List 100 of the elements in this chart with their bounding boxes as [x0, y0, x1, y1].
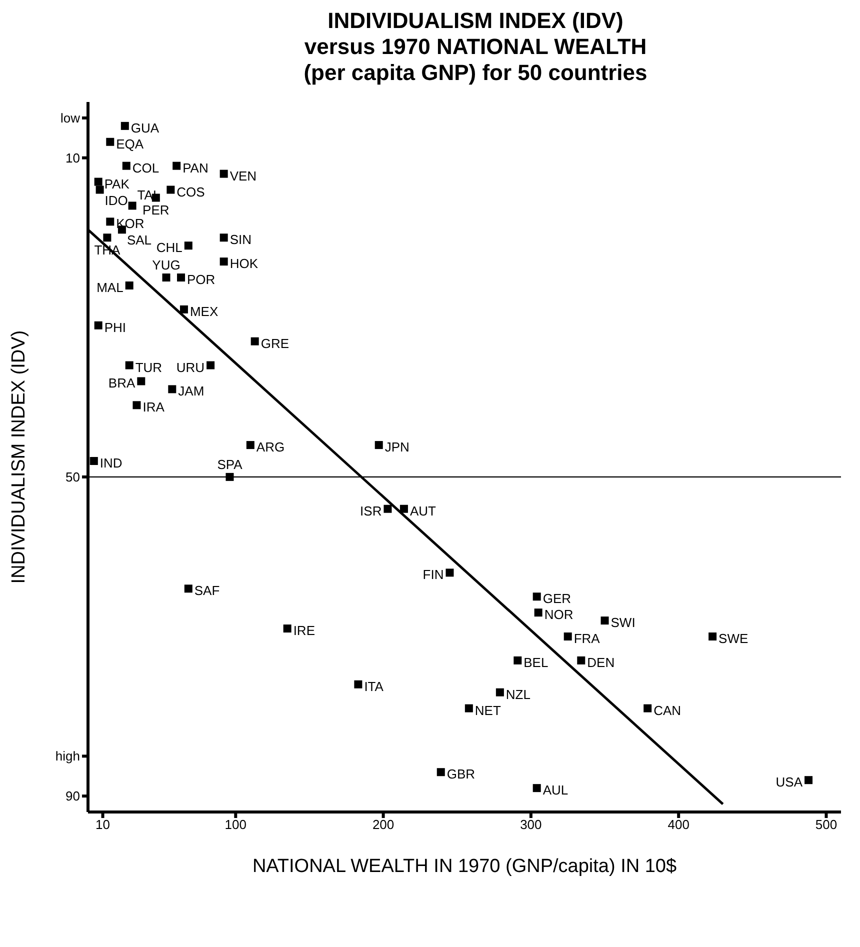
series-label: DEN: [587, 654, 615, 670]
series-label: JPN: [384, 440, 410, 455]
point: [220, 234, 228, 242]
point: [184, 242, 192, 250]
point: [246, 441, 254, 450]
point: [90, 456, 98, 465]
series-label: FIN: [422, 567, 444, 582]
series-label: AUT: [410, 503, 436, 518]
series-label: GER: [542, 591, 572, 606]
series-label: PAN: [182, 160, 208, 176]
point: [436, 768, 445, 776]
series-label: MAL: [96, 280, 124, 295]
point: [120, 122, 129, 130]
series-label: GBR: [446, 766, 476, 782]
series-label: BRA: [108, 376, 136, 391]
series-label: JAM: [178, 384, 204, 399]
point: [128, 202, 136, 210]
point: [708, 632, 717, 640]
series-label: PAK: [104, 176, 130, 192]
series-label: YUG: [152, 258, 180, 273]
point: [600, 616, 609, 625]
series-label: PER: [142, 202, 170, 218]
point: [226, 472, 234, 481]
series-label: URU: [176, 360, 205, 375]
x-tick-label: 100: [224, 817, 246, 832]
series-label: POR: [187, 272, 216, 288]
y-tick-label: low: [60, 110, 81, 126]
series-label: AUL: [542, 782, 568, 798]
point: [250, 337, 259, 346]
point: [577, 656, 586, 664]
chart-title: INDIVIDUALISM INDEX (IDV) versus 1970 NATIONAL WEALTH (per capita GNP) for 50 countries: [302, 8, 648, 86]
x-axis-title: NATIONAL WEALTH IN 1970 (GNP/capita) IN 10$: [252, 856, 677, 877]
x-tick-label: 300: [520, 817, 542, 832]
point: [106, 218, 114, 226]
series-label: SWI: [610, 615, 636, 630]
point: [644, 704, 652, 712]
point: [106, 138, 114, 146]
series-label: NZL: [506, 686, 530, 702]
point: [132, 401, 141, 410]
series-label: NET: [474, 702, 501, 718]
series-label: TUR: [135, 360, 162, 375]
x-tick-label: 500: [815, 817, 838, 832]
point: [220, 258, 228, 266]
series-label: ITA: [364, 678, 384, 694]
point: [122, 162, 130, 170]
series-label: MEX: [190, 304, 218, 319]
point: [564, 632, 572, 640]
y-axis-title: INDIVIDUALISM INDEX (IDV): [8, 330, 30, 584]
x-tick-label: 200: [372, 817, 394, 832]
point: [374, 441, 383, 450]
series-label: COL: [132, 160, 160, 176]
point: [534, 608, 542, 617]
series-label: USA: [776, 774, 803, 790]
point: [184, 584, 192, 593]
point: [354, 680, 362, 688]
series-label: KOR: [116, 216, 144, 232]
series-label: FRA: [574, 630, 600, 646]
x-tick-label: 10: [96, 817, 110, 832]
point: [166, 186, 175, 194]
point: [162, 274, 170, 282]
y-tick-label: 10: [66, 150, 80, 166]
series-label: GRE: [260, 336, 290, 351]
series-label: HOK: [230, 256, 258, 272]
point: [172, 162, 181, 170]
series-label: COS: [176, 184, 206, 200]
series-label: IND: [100, 455, 122, 470]
series-label: PHI: [104, 320, 126, 335]
point: [96, 186, 104, 194]
point: [514, 656, 522, 664]
x-tick-label: 400: [668, 817, 690, 832]
series-label: CHL: [156, 240, 182, 256]
point: [177, 274, 186, 282]
point: [532, 784, 541, 792]
series-label: CAN: [654, 702, 682, 718]
point: [384, 504, 392, 513]
series-label: SWE: [718, 630, 748, 646]
series-label: IRA: [142, 400, 165, 415]
series-label: IRE: [293, 623, 316, 638]
point: [532, 592, 541, 601]
point: [103, 234, 112, 242]
point: [220, 170, 228, 178]
point: [137, 377, 146, 386]
point: [94, 321, 102, 330]
series-label: NOR: [544, 607, 574, 622]
y-tick-label: high: [55, 748, 80, 764]
series-label: ARG: [256, 440, 285, 455]
point: [94, 178, 102, 186]
series-label: GUA: [130, 120, 160, 136]
series-label: VEN: [230, 168, 257, 184]
point: [496, 688, 504, 696]
point: [400, 504, 408, 513]
y-tick-label: 90: [66, 788, 80, 804]
point: [125, 361, 134, 370]
series-label: SIN: [230, 232, 252, 248]
series-label: SAF: [194, 583, 220, 598]
series-label: BEL: [524, 654, 548, 670]
point: [180, 305, 188, 314]
point: [283, 624, 292, 633]
series-label: SPA: [217, 456, 243, 472]
point: [125, 281, 134, 290]
